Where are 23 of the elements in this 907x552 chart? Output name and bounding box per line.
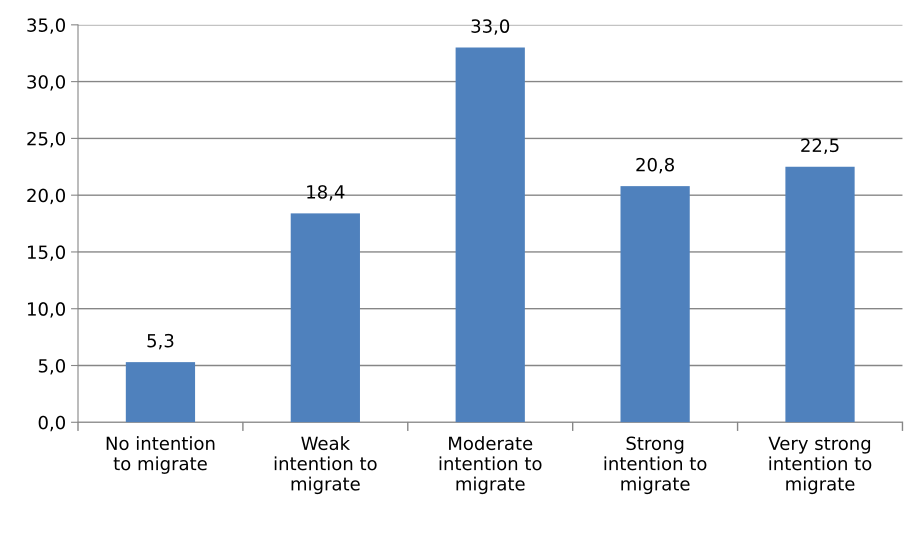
- bar: [620, 186, 690, 422]
- data-label: 20,8: [636, 158, 674, 174]
- y-tick-label: 35,0: [27, 18, 65, 34]
- x-tick-label: Very strong intention to migrate: [768, 436, 872, 494]
- x-tick-label: No intention to migrate: [106, 436, 214, 474]
- y-tick-label: 30,0: [27, 75, 65, 91]
- y-tick-label: 0,0: [38, 416, 65, 432]
- y-tick-label: 20,0: [27, 188, 65, 204]
- bar: [785, 166, 855, 422]
- data-label: 18,4: [307, 185, 344, 201]
- bar: [126, 362, 196, 422]
- bar: [290, 213, 360, 422]
- data-label: 22,5: [801, 138, 839, 154]
- y-tick-label: 25,0: [27, 132, 65, 148]
- x-tick-label: Weak intention to migrate: [274, 436, 377, 494]
- x-tick-label: Strong intention to migrate: [604, 436, 706, 494]
- x-tick-label: Moderate intention to migrate: [440, 436, 542, 494]
- y-tick-label: 10,0: [28, 302, 65, 318]
- y-tick-label: 5,0: [38, 358, 65, 374]
- data-label: 5,3: [147, 334, 174, 350]
- data-label: 33,0: [472, 19, 510, 35]
- y-tick-label: 15,0: [28, 245, 65, 261]
- bar: [456, 48, 525, 422]
